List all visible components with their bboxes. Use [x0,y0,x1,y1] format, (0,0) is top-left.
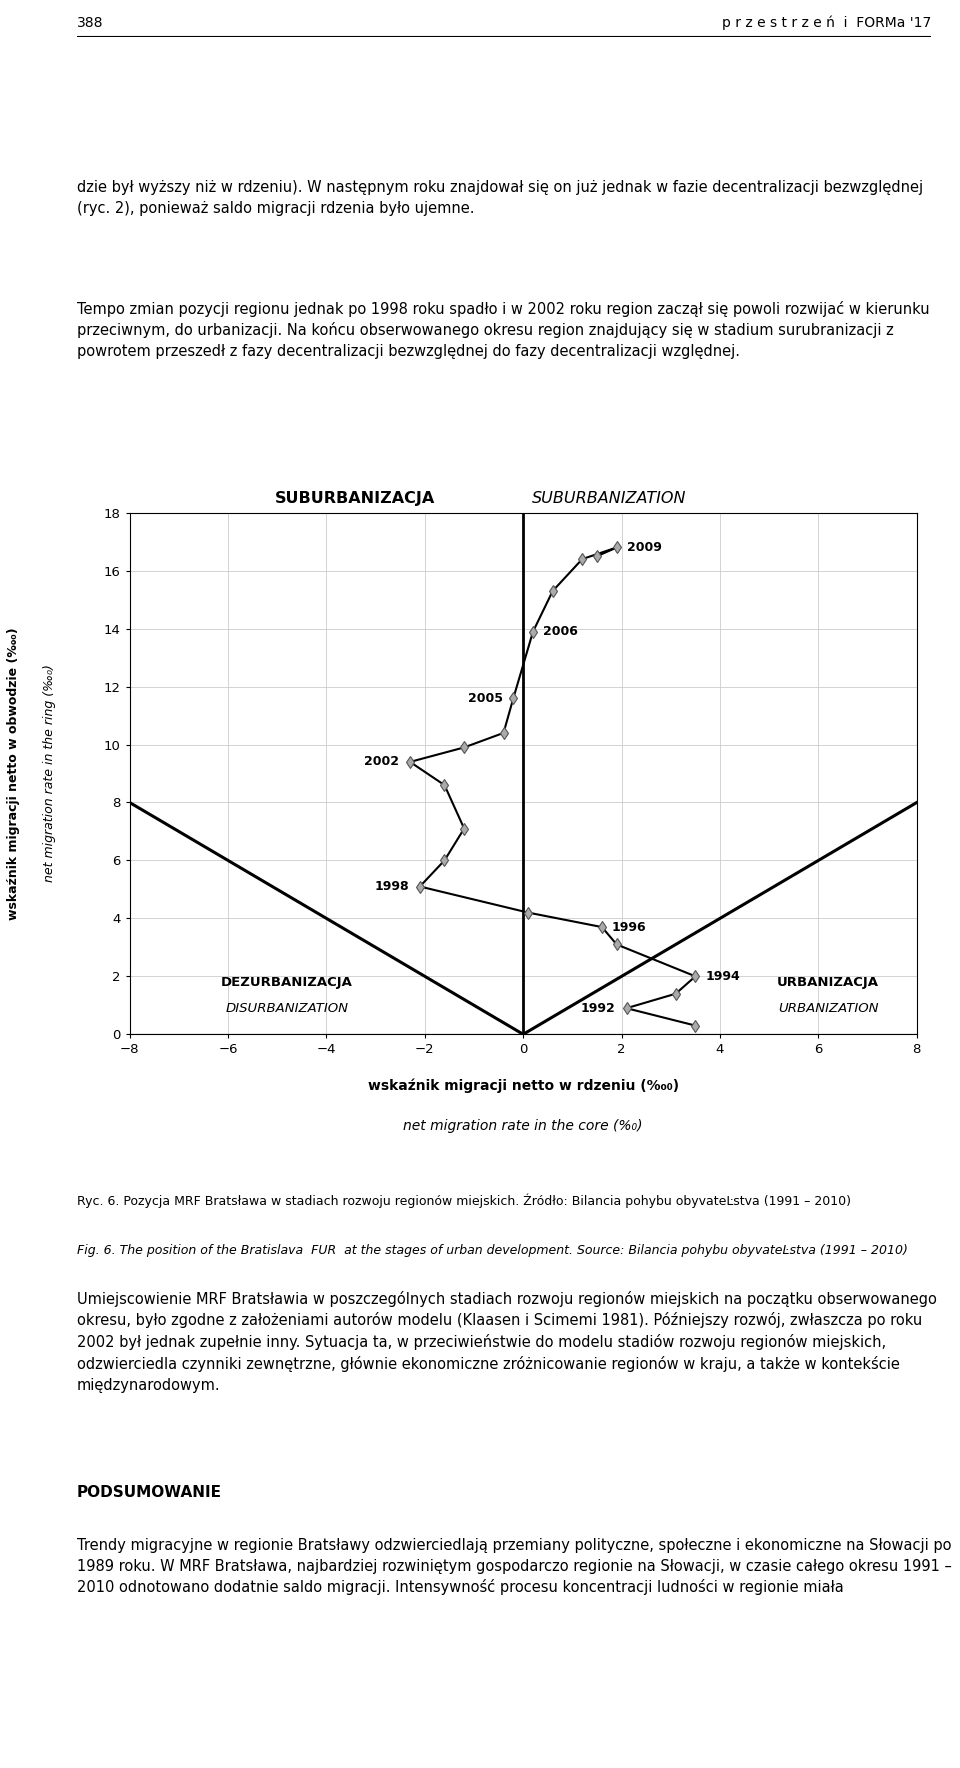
Text: net migration rate in the core (%₀): net migration rate in the core (%₀) [403,1119,643,1133]
Text: Trendy migracyjne w regionie Bratsławy odzwierciedlają przemiany polityczne, spo: Trendy migracyjne w regionie Bratsławy o… [77,1538,951,1595]
Text: URBANIZACJA: URBANIZACJA [778,976,879,988]
Text: net migration rate in the ring (‰₀): net migration rate in the ring (‰₀) [43,665,57,882]
Text: wskaźnik migracji netto w obwodzie (‰₀): wskaźnik migracji netto w obwodzie (‰₀) [7,628,20,919]
Text: Umiejscowienie MRF Bratsławia w poszczególnych stadiach rozwoju regionów miejski: Umiejscowienie MRF Bratsławia w poszczeg… [77,1291,937,1393]
Text: PODSUMOWANIE: PODSUMOWANIE [77,1485,222,1499]
Text: SUBURBANIZATION: SUBURBANIZATION [533,492,686,506]
Text: dzie był wyższy niż w rdzeniu). W następnym roku znajdował się on już jednak w f: dzie był wyższy niż w rdzeniu). W następ… [77,180,923,216]
Text: 388: 388 [77,16,104,30]
Text: 2006: 2006 [543,626,578,638]
Text: 1998: 1998 [374,880,409,893]
Text: wskaźnik migracji netto w rdzeniu (‰₀): wskaźnik migracji netto w rdzeniu (‰₀) [368,1078,679,1093]
Text: 2005: 2005 [468,691,502,705]
Text: SUBURBANIZACJA: SUBURBANIZACJA [276,492,435,506]
Text: Fig. 6. The position of the Bratislava  FUR  at the stages of urban development.: Fig. 6. The position of the Bratislava F… [77,1245,907,1257]
Text: Tempo zmian pozycji regionu jednak po 1998 roku spadło i w 2002 roku region zacz: Tempo zmian pozycji regionu jednak po 19… [77,301,929,359]
Text: URBANIZATION: URBANIZATION [778,1002,878,1015]
Text: 2009: 2009 [627,541,661,553]
Text: 1992: 1992 [581,1002,615,1015]
Text: DISURBANIZATION: DISURBANIZATION [226,1002,348,1015]
Text: p r z e s t r z e ń  i  FORMa '17: p r z e s t r z e ń i FORMa '17 [722,16,931,30]
Text: Ryc. 6. Pozycja MRF Bratsława w stadiach rozwoju regionów miejskich. Źródło: Bil: Ryc. 6. Pozycja MRF Bratsława w stadiach… [77,1193,851,1208]
Text: 1996: 1996 [612,921,646,934]
Text: DEZURBANIZACJA: DEZURBANIZACJA [221,976,353,988]
Text: 1994: 1994 [706,971,740,983]
Text: 2002: 2002 [364,755,399,769]
